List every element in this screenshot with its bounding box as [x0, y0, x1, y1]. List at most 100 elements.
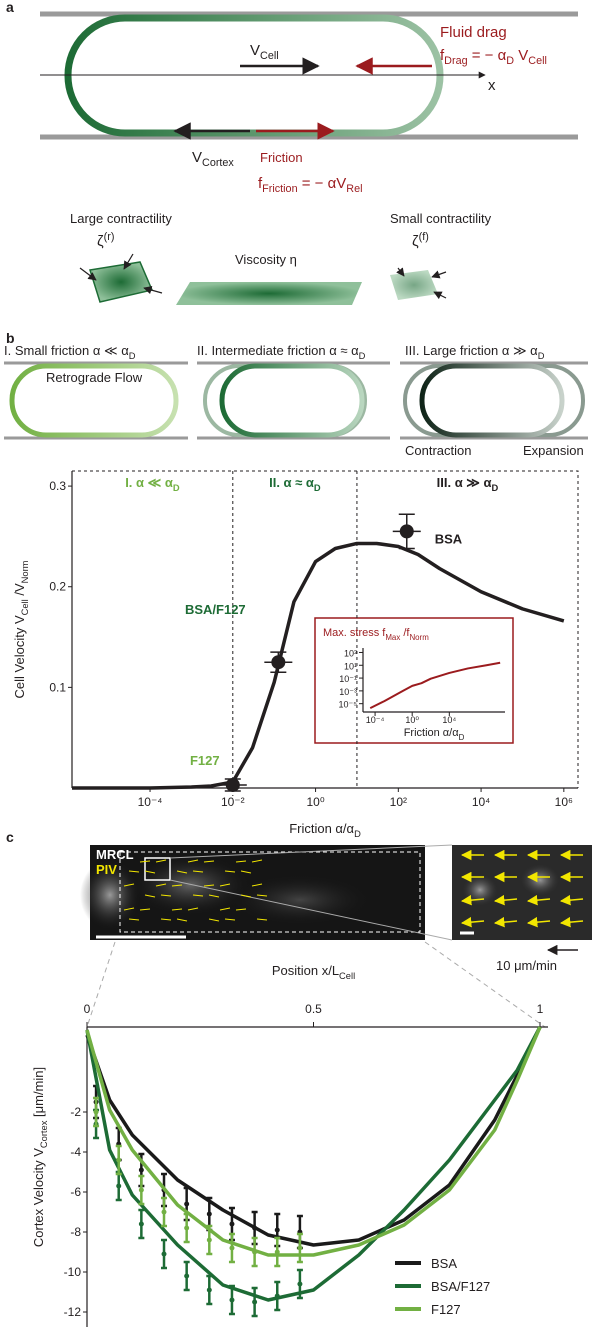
piv-arrow	[171, 884, 183, 887]
text-part: D	[354, 829, 361, 839]
x-tick-label: 0.5	[305, 1002, 322, 1016]
y-tick-label: 10¹	[344, 661, 357, 671]
x-tick-label: 10⁰	[405, 715, 419, 725]
piv-arrow	[235, 908, 247, 911]
piv-arrow	[224, 870, 236, 873]
data-point	[138, 1187, 144, 1193]
plot-frame	[72, 470, 579, 788]
large-contractility: Large contractility	[70, 211, 172, 226]
text-part: I. Small friction α ≪ α	[4, 343, 129, 358]
data-point	[138, 1167, 144, 1173]
text-part: II. Intermediate friction α ≈ α	[197, 343, 359, 358]
data-point	[225, 777, 240, 792]
piv-arrow	[187, 859, 199, 863]
piv-arrow	[139, 908, 151, 911]
text-part: D	[506, 55, 514, 67]
data-line	[85, 1026, 542, 1302]
piv-arrow	[256, 894, 268, 897]
text-part: D	[538, 351, 545, 361]
x-tick-label: 10²	[390, 795, 407, 809]
x-axis-label: Friction α/αD	[404, 727, 465, 742]
text-part: Cell Velocity V	[12, 615, 27, 698]
data-line	[85, 1026, 542, 1257]
x-tick-label: 10⁰	[306, 795, 324, 809]
piv-arrow	[208, 894, 220, 898]
x-tick-label: 1	[537, 1002, 544, 1016]
text-part: D	[314, 483, 321, 493]
text-part: f	[258, 175, 263, 192]
contractility-tiles	[79, 253, 447, 305]
cell-schematic	[40, 11, 578, 140]
text-part: Norm	[409, 633, 429, 642]
piv-arrows	[123, 849, 584, 928]
piv-arrow	[203, 860, 215, 863]
piv-arrow	[192, 894, 204, 897]
data-point	[206, 1287, 212, 1293]
piv-arrow	[187, 907, 199, 911]
piv-arrow	[192, 870, 204, 873]
x-axis-label: Position x/LCell	[272, 963, 355, 981]
data-point	[161, 1209, 167, 1215]
v-cell-label: VCell	[250, 42, 279, 62]
text-part: Cell	[339, 971, 355, 981]
y-tick-label: 0.3	[49, 479, 66, 493]
y-tick-label: -10	[64, 1265, 82, 1279]
piv-arrow	[251, 883, 263, 887]
data-point	[184, 1273, 190, 1279]
x-tick-label: 10⁻⁴	[366, 715, 385, 725]
piv-arrow	[155, 859, 167, 863]
piv-arrow	[526, 894, 551, 906]
data-point	[399, 524, 414, 539]
legend-label: BSA	[431, 1256, 457, 1271]
piv-arrow	[251, 859, 263, 863]
y-tick-label: 0.1	[49, 680, 66, 694]
regime-schematics	[4, 361, 588, 440]
text-part: III. Large friction α ≫ α	[405, 343, 538, 358]
y-tick-label: 10³	[344, 648, 357, 658]
region-label: I. α ≪ αD	[125, 475, 180, 493]
regime-title: III. Large friction α ≫ αD	[405, 343, 545, 361]
panel-label: a	[6, 0, 14, 15]
regime-title: I. Small friction α ≪ αD	[4, 343, 136, 361]
data-point	[297, 1281, 303, 1287]
piv-label: PIV	[96, 862, 117, 877]
y-tick-label: -6	[70, 1185, 81, 1199]
x-tick-label: 10⁶	[555, 795, 573, 809]
text-part: (f)	[419, 231, 429, 243]
piv-arrow	[224, 918, 236, 921]
piv-arrow	[160, 894, 172, 897]
y-tick-label: -12	[64, 1305, 82, 1319]
piv-arrow	[240, 894, 252, 898]
piv-arrow	[240, 870, 252, 874]
text-part: Friction α/α	[404, 727, 460, 739]
data-line	[369, 661, 501, 710]
data-point	[116, 1183, 122, 1189]
text-part: = − α	[468, 47, 507, 64]
x-tick-label: 0	[84, 1002, 91, 1016]
text-part: Cell	[260, 50, 279, 62]
data-point	[138, 1221, 144, 1227]
piv-arrow	[559, 894, 584, 906]
data-point	[93, 1109, 99, 1115]
panel-label: b	[6, 330, 15, 346]
text-part: ζ	[412, 233, 419, 250]
drag-formula: fDrag = − αD VCell	[440, 47, 547, 67]
y-axis-label: Cortex Velocity VCortex [μm/min]	[31, 1067, 49, 1247]
y-tick-label: 10⁻⁵	[339, 700, 358, 710]
text-part: [μm/min]	[31, 1067, 46, 1121]
y-axis-label: Cell Velocity VCell /VNorm	[12, 560, 30, 698]
legend-label: BSA/F127	[431, 1279, 490, 1294]
piv-arrow	[219, 883, 231, 887]
x-tick-label: 10⁴	[472, 795, 491, 809]
text-part: II. α ≈ α	[269, 475, 314, 490]
data-point	[116, 1157, 122, 1163]
piv-arrow	[128, 918, 140, 921]
piv-arrow	[123, 907, 135, 911]
y-tick-label: -4	[70, 1145, 81, 1159]
text-part: = − αV	[298, 175, 347, 192]
text-part: III. α ≫ α	[437, 475, 492, 490]
v-cortex-label: VCortex	[192, 149, 234, 169]
y-tick-label: 10⁻³	[339, 687, 357, 697]
mrcl-label: MRCL	[96, 847, 134, 862]
data-point	[274, 1249, 280, 1255]
